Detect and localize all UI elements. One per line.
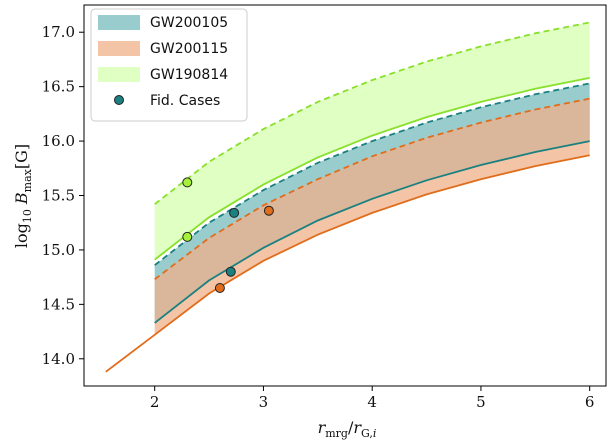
y-tick-label: 17.0 — [42, 23, 75, 41]
fiducial-point-2 — [229, 207, 240, 218]
fiducial-point-5 — [182, 231, 193, 242]
y-tick-label: 15.5 — [42, 187, 75, 205]
svg-text:rmrg/rG,i: rmrg/rG,i — [318, 418, 377, 440]
svg-text:log10 Bmax[G]: log10 Bmax[G] — [12, 144, 34, 248]
y-tick-label: 15.0 — [42, 241, 75, 259]
legend-box — [90, 8, 248, 122]
fiducial-point-1 — [225, 266, 236, 277]
line-lower-gw200115 — [105, 154, 590, 373]
y-tick-label: 16.5 — [42, 78, 75, 96]
x-axis-label: rmrg/rG,i — [318, 418, 377, 440]
band-gw200115 — [154, 98, 590, 335]
legend: GW200105 GW200115 GW190814 Fid. Cases — [90, 8, 248, 122]
fiducial-point-3 — [214, 283, 225, 293]
legend-label-fiducial: Fid. Cases — [150, 93, 220, 109]
bands-layer — [154, 22, 590, 335]
legend-swatch-gw200105 — [98, 15, 140, 30]
legend-swatch-gw190814 — [98, 67, 140, 82]
legend-label-gw200115: GW200115 — [150, 41, 228, 57]
x-ticks: 2 3 4 5 6 — [150, 386, 595, 411]
x-tick-label: 2 — [150, 393, 160, 411]
x-tick-label: 5 — [476, 393, 486, 411]
band-gw190814 — [154, 22, 590, 260]
y-axis-label: log10 Bmax[G] — [12, 144, 34, 248]
line-lower-gw190814 — [154, 77, 590, 261]
y-tick-label: 14.0 — [42, 350, 75, 368]
fiducial-point-4 — [263, 205, 274, 216]
line-upper-gw190814 — [154, 21, 590, 205]
legend-swatch-gw200115 — [98, 41, 140, 56]
points-layer — [182, 177, 274, 293]
y-ticks: 14.0 14.5 15.0 15.5 16.0 16.5 17.0 — [42, 23, 84, 368]
y-tick-label: 14.5 — [42, 295, 75, 313]
y-tick-label: 16.0 — [42, 132, 75, 150]
x-tick-label: 4 — [367, 393, 377, 411]
x-tick-label: 3 — [259, 393, 269, 411]
legend-label-gw200105: GW200105 — [150, 15, 228, 31]
fiducial-point-6 — [182, 177, 193, 188]
legend-label-gw190814: GW190814 — [150, 67, 228, 83]
line-upper-gw200105 — [154, 82, 590, 266]
line-upper-gw200115 — [154, 97, 590, 281]
legend-marker-fiducial — [114, 95, 124, 105]
x-tick-label: 6 — [585, 393, 595, 411]
